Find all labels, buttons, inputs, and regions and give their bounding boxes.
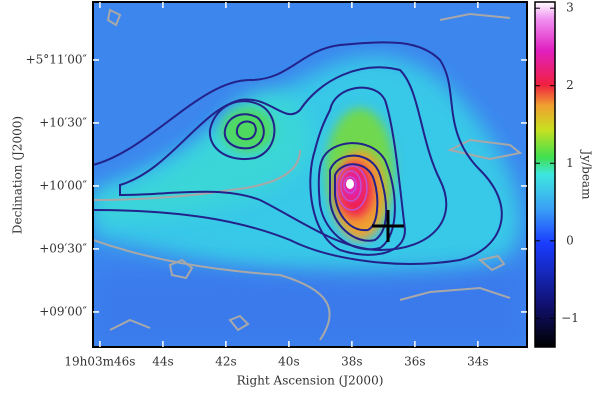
x-tick-label: 19h03m46s xyxy=(64,355,135,369)
y-tick-label: +10′00″ xyxy=(39,178,87,192)
colorbar-tick-label: 2 xyxy=(566,78,574,92)
x-axis-label: Right Ascension (J2000) xyxy=(237,374,384,388)
plot-frame xyxy=(92,1,528,348)
x-tick-label: 40s xyxy=(278,355,299,369)
colorbar-tick-label: 1 xyxy=(566,156,574,170)
colorbar-tick-label: 0 xyxy=(566,233,574,247)
y-tick-label: +09′30″ xyxy=(39,241,87,255)
colorbar xyxy=(534,1,556,348)
colorbar-tick-label: −1 xyxy=(561,311,579,325)
y-tick-label: +10′30″ xyxy=(39,115,87,129)
colorbar-label: Jy/beam xyxy=(580,149,594,201)
x-tick-label: 36s xyxy=(404,355,425,369)
sky-image xyxy=(93,2,527,347)
x-tick-label: 44s xyxy=(152,355,173,369)
y-axis-label: Declination (J2000) xyxy=(11,116,25,234)
x-tick-label: 34s xyxy=(467,355,488,369)
x-tick-label: 42s xyxy=(215,355,236,369)
x-tick-label: 38s xyxy=(341,355,362,369)
y-tick-label: +09′00″ xyxy=(39,304,87,318)
colorbar-tick-label: 3 xyxy=(566,1,574,15)
y-tick-label: +5°11′00″ xyxy=(26,52,88,66)
